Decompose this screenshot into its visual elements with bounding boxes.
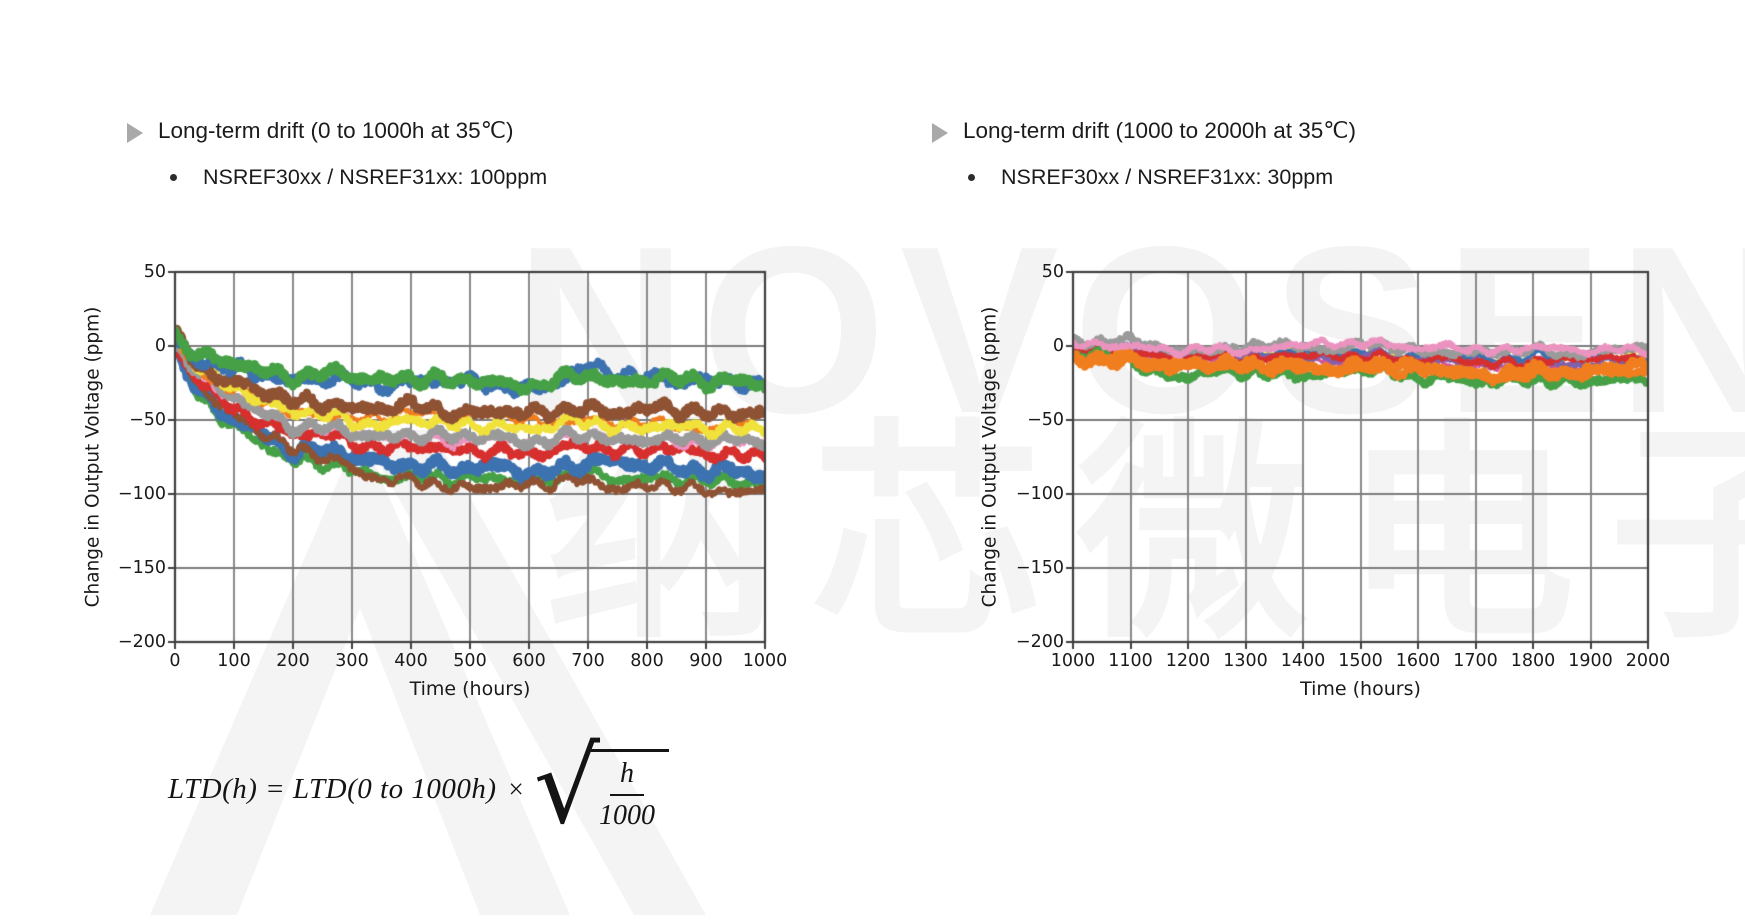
x-tick-label: 500 — [453, 651, 487, 671]
y-tick-label: 50 — [143, 262, 166, 282]
y-tick-label: 0 — [154, 336, 166, 356]
x-tick-label: 1000 — [742, 651, 788, 671]
section-bullet-right: NSREF30xx / NSREF31xx: 30ppm — [968, 165, 1333, 190]
x-tick-label: 1500 — [1338, 651, 1383, 671]
y-tick-label: −50 — [1027, 410, 1064, 430]
formula-fraction-numerator: h — [610, 758, 645, 796]
x-axis-title-right: Time (hours) — [1300, 678, 1421, 700]
section-title-right: Long-term drift (1000 to 2000h at 35℃) — [963, 118, 1356, 143]
formula-main-text: LTD(h) = LTD(0 to 1000h) — [168, 772, 497, 805]
formula-fraction-denominator: 1000 — [599, 799, 656, 831]
y-tick-label: −200 — [117, 632, 166, 652]
y-axis-title-left: Change in Output Voltage (ppm) — [82, 306, 104, 608]
x-axis-title-left: Time (hours) — [409, 678, 531, 700]
x-tick-label: 600 — [512, 651, 546, 671]
chart-right-plot-area: Time (hours) 50 0 −50 −100 −150 −200 1000 1100 1… — [1016, 256, 1670, 700]
section-header-right: Long-term drift (1000 to 2000h at 35℃) — [932, 118, 1356, 144]
bullet-dot-icon — [170, 174, 177, 181]
y-axis-title-right: Change in Output Voltage (ppm) — [979, 306, 1001, 608]
y-tick-label: −200 — [1015, 632, 1064, 652]
chart-left-canvas — [159, 256, 781, 658]
triangle-bullet-icon — [127, 123, 143, 143]
x-tick-label: 1100 — [1108, 651, 1153, 671]
x-tick-label: 1800 — [1510, 651, 1556, 671]
x-tick-label: 1400 — [1280, 651, 1326, 671]
y-tick-label: 50 — [1041, 262, 1064, 282]
x-tick-label: 800 — [630, 651, 664, 671]
x-tick-label: 200 — [276, 651, 310, 671]
x-tick-label: 0 — [169, 651, 181, 671]
formula-times-sign: × — [508, 773, 524, 804]
x-tick-label: 2000 — [1625, 651, 1671, 671]
x-tick-label: 1300 — [1223, 651, 1268, 671]
x-tick-label: 900 — [689, 651, 723, 671]
section-title-left: Long-term drift (0 to 1000h at 35℃) — [158, 118, 514, 143]
y-tick-label: −50 — [129, 410, 166, 430]
formula-fraction: h 1000 — [587, 748, 670, 832]
y-tick-label: −100 — [1015, 484, 1064, 504]
section-bullet-text-left: NSREF30xx / NSREF31xx: 100ppm — [203, 165, 548, 189]
x-tick-label: 100 — [217, 651, 251, 671]
x-tick-label: 1000 — [1050, 651, 1096, 671]
x-tick-label: 300 — [335, 651, 369, 671]
chart-right-canvas — [1057, 256, 1664, 658]
x-tick-label: 1900 — [1568, 651, 1613, 671]
y-tick-label: 0 — [1052, 336, 1064, 356]
chart-left-plot-area: Time (hours) 50 0 −50 −100 −150 −200 0 100 200 30… — [118, 256, 787, 700]
ltd-formula: LTD(h) = LTD(0 to 1000h) × √ h 1000 — [168, 734, 670, 840]
y-tick-label: −150 — [117, 558, 166, 578]
x-tick-label: 400 — [394, 651, 428, 671]
x-tick-label: 1200 — [1165, 651, 1211, 671]
x-tick-label: 1700 — [1453, 651, 1498, 671]
y-tick-label: −100 — [117, 484, 166, 504]
formula-square-root: √ h 1000 — [534, 734, 670, 838]
section-bullet-left: NSREF30xx / NSREF31xx: 100ppm — [170, 165, 547, 190]
y-tick-label: −150 — [1015, 558, 1064, 578]
x-tick-label: 1600 — [1395, 651, 1441, 671]
bullet-dot-icon — [968, 174, 975, 181]
x-tick-label: 700 — [571, 651, 605, 671]
section-header-left: Long-term drift (0 to 1000h at 35℃) — [127, 118, 513, 144]
triangle-bullet-icon — [932, 123, 948, 143]
section-bullet-text-right: NSREF30xx / NSREF31xx: 30ppm — [1001, 165, 1334, 189]
